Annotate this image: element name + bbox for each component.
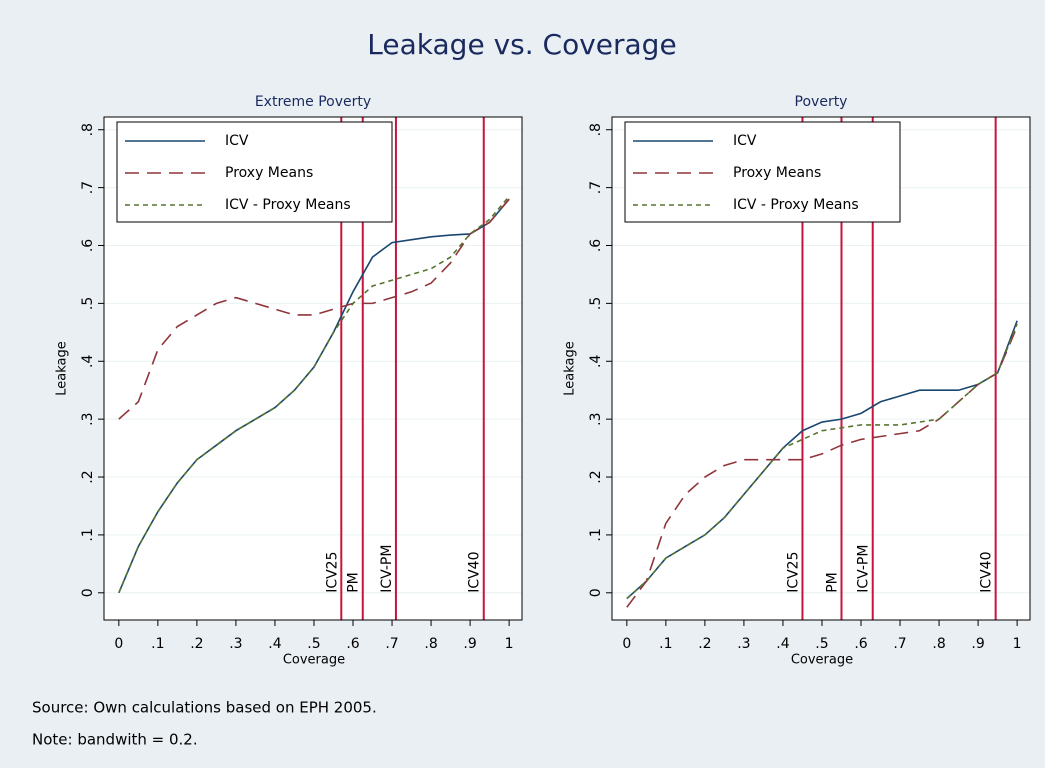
x-tick-label: 1	[505, 636, 514, 652]
y-axis-label: Leakage	[563, 341, 578, 396]
y-axis-label: Leakage	[55, 341, 70, 396]
y-tick-label: .4	[588, 354, 604, 367]
bandwidth-note: Note: bandwith = 0.2.	[32, 731, 198, 749]
y-tick-label: .4	[80, 354, 96, 367]
y-tick-label: .2	[80, 470, 96, 483]
series-line	[118, 198, 510, 420]
x-tick-label: .9	[971, 636, 984, 652]
x-tick-label: .3	[737, 636, 750, 652]
plot-frame	[611, 116, 1031, 621]
y-tick-label: .6	[588, 239, 604, 252]
panel-title: Poverty	[795, 94, 848, 110]
x-tick-label: .1	[151, 636, 164, 652]
y-tick-label: .6	[80, 239, 96, 252]
legend-label: ICV	[225, 133, 249, 149]
x-tick-label: .4	[268, 636, 281, 652]
legend-label: ICV - Proxy Means	[733, 197, 859, 213]
x-tick-label: 0	[622, 636, 631, 652]
y-tick-label: .5	[80, 297, 96, 310]
legend-label: ICV - Proxy Means	[225, 197, 351, 213]
cutoff-label: PM	[824, 572, 840, 593]
y-tick-label: .8	[588, 123, 604, 136]
y-tick-label: .2	[588, 470, 604, 483]
cutoff-label: ICV25	[785, 551, 801, 592]
y-tick-label: .3	[80, 412, 96, 425]
series-line	[626, 323, 1018, 600]
cutoff-label: ICV-PM	[379, 545, 395, 593]
x-tick-label: .6	[854, 636, 867, 652]
cutoff-label: ICV-PM	[856, 545, 872, 593]
y-tick-label: .7	[80, 181, 96, 194]
source-note: Source: Own calculations based on EPH 20…	[32, 699, 377, 717]
legend-label: Proxy Means	[733, 165, 821, 181]
cutoff-label: ICV40	[979, 551, 995, 592]
x-tick-label: .6	[346, 636, 359, 652]
y-tick-label: .1	[588, 528, 604, 541]
panel-title: Extreme Poverty	[255, 94, 371, 110]
main-title: Leakage vs. Coverage	[367, 28, 676, 61]
y-tick-label: 0	[80, 588, 96, 597]
x-tick-label: .5	[307, 636, 320, 652]
x-tick-label: .8	[932, 636, 945, 652]
x-axis-label: Coverage	[791, 653, 853, 668]
x-tick-label: 1	[1013, 636, 1022, 652]
x-tick-label: .7	[385, 636, 398, 652]
series-line	[626, 320, 1018, 600]
cutoff-label: ICV40	[467, 551, 483, 592]
x-tick-label: .2	[190, 636, 203, 652]
x-tick-label: .1	[659, 636, 672, 652]
cutoff-label: PM	[346, 572, 362, 593]
y-tick-label: .8	[80, 123, 96, 136]
series-line	[118, 195, 510, 594]
y-tick-label: .1	[80, 528, 96, 541]
x-tick-label: .7	[893, 636, 906, 652]
x-tick-label: .3	[229, 636, 242, 652]
y-tick-label: .5	[588, 297, 604, 310]
x-tick-label: .5	[815, 636, 828, 652]
cutoff-label: ICV25	[324, 551, 340, 592]
legend-label: ICV	[733, 133, 757, 149]
y-tick-label: 0	[588, 588, 604, 597]
x-axis-label: Coverage	[283, 653, 345, 668]
x-tick-label: .2	[698, 636, 711, 652]
plot-frame	[103, 116, 523, 621]
x-tick-label: 0	[114, 636, 123, 652]
series-line	[626, 326, 1018, 608]
legend-label: Proxy Means	[225, 165, 313, 181]
x-tick-label: .9	[463, 636, 476, 652]
x-tick-label: .4	[776, 636, 789, 652]
y-tick-label: .7	[588, 181, 604, 194]
x-tick-label: .8	[424, 636, 437, 652]
y-tick-label: .3	[588, 412, 604, 425]
